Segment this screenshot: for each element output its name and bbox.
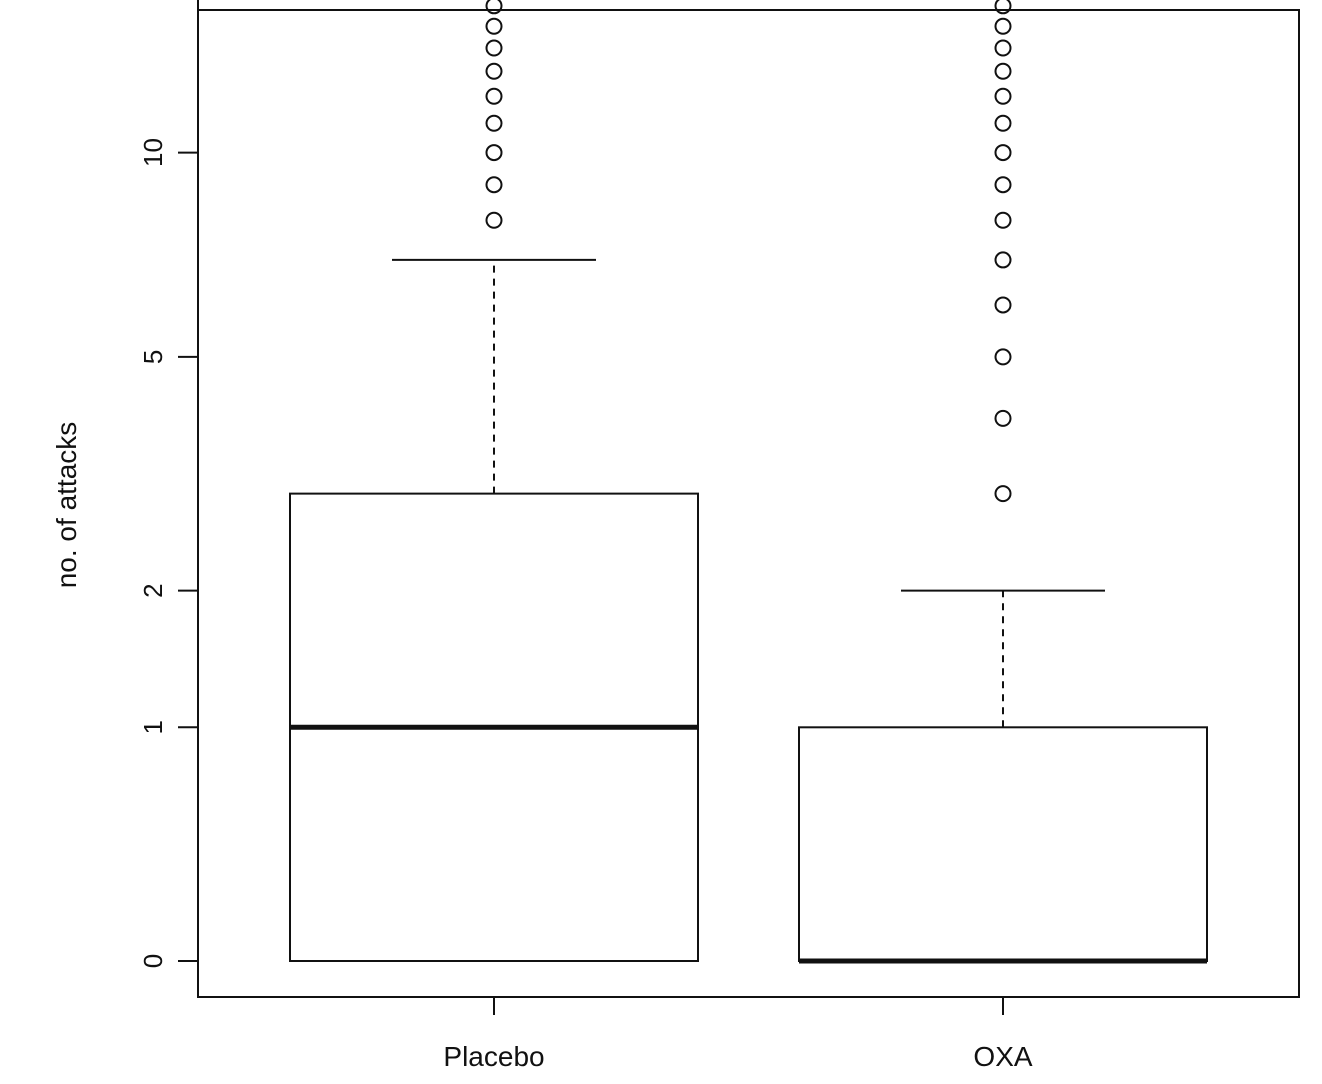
outlier-point [485,87,503,105]
y-tick-label: 2 [138,583,168,597]
y-tick-label: 1 [138,720,168,734]
outlier-point [994,176,1012,194]
y-tick-label: 10 [138,138,168,167]
outlier-point [994,17,1012,35]
x-axis: Placebo OXA [443,997,1033,1072]
outlier-point [994,0,1012,15]
outlier-point [994,296,1012,314]
outlier-point [994,409,1012,427]
x-tick-label: Placebo [443,1041,544,1072]
outlier-point [994,114,1012,132]
outlier-point [485,144,503,162]
outlier-point [485,17,503,35]
box-group [289,0,1208,964]
y-axis: 01251050 [138,0,199,968]
box-oxa [798,0,1208,964]
outlier-point [994,211,1012,229]
y-tick-label: 5 [138,350,168,364]
outlier-point [994,144,1012,162]
x-tick-label: OXA [973,1041,1032,1072]
outlier-point [485,114,503,132]
outlier-point [994,62,1012,80]
box-placebo [289,0,699,962]
outlier-point [485,62,503,80]
outlier-point [485,0,503,15]
outlier-point [994,348,1012,366]
outlier-point [994,39,1012,57]
box-iqr [798,726,1208,963]
outlier-point [994,251,1012,269]
outlier-point [485,211,503,229]
y-tick-label: 0 [138,954,168,968]
outlier-point [485,39,503,57]
outlier-point [994,485,1012,503]
outlier-point [994,87,1012,105]
outlier-point [485,176,503,194]
y-axis-label: no. of attacks [51,422,82,589]
